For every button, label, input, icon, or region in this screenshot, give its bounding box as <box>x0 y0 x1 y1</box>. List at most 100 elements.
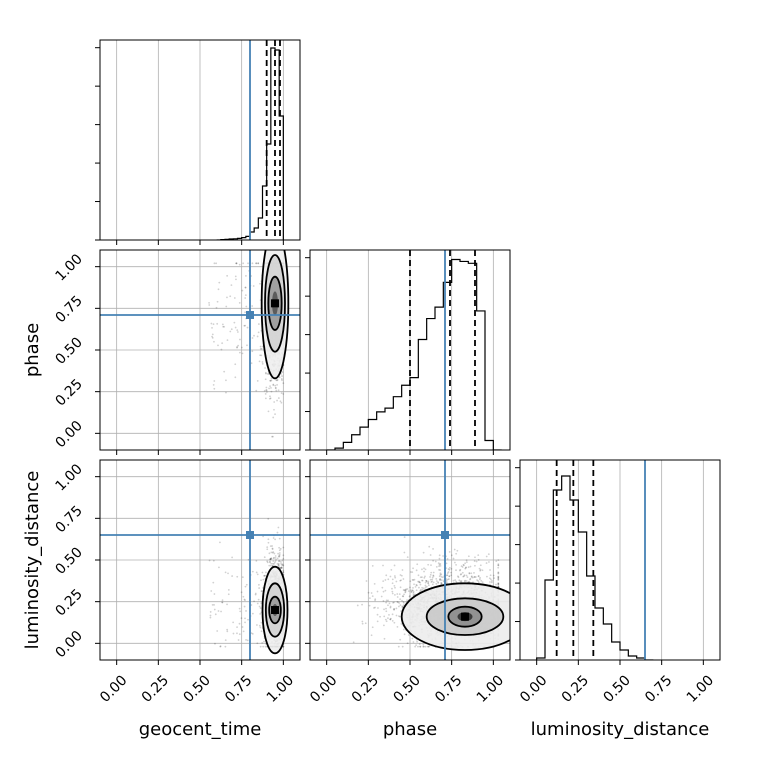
scatter-point <box>434 560 437 563</box>
scatter-point <box>460 565 463 568</box>
scatter-point <box>403 589 406 592</box>
scatter-point <box>259 348 262 350</box>
scatter-point <box>259 626 262 629</box>
panel-content <box>208 250 290 438</box>
scatter-point <box>235 262 238 265</box>
scatter-point <box>271 435 273 438</box>
scatter-point <box>403 601 405 604</box>
scatter-point <box>411 571 414 574</box>
scatter-point <box>241 626 244 628</box>
scatter-point <box>414 645 416 648</box>
scatter-point <box>462 575 465 578</box>
scatter-point <box>242 262 245 265</box>
scatter-point <box>213 603 215 606</box>
scatter-point <box>458 579 461 582</box>
scatter-point <box>251 612 254 615</box>
scatter-point <box>263 574 266 577</box>
x-tick-label: 0.75 <box>222 672 255 705</box>
scatter-point <box>418 586 420 589</box>
panels-layer: 0.00 0.25 0.50 0.75 1.000.000.250.500.751.00… <box>52 39 721 706</box>
scatter-point <box>489 581 491 583</box>
scatter-point <box>246 639 249 642</box>
scatter-point <box>407 590 410 593</box>
scatter-point <box>413 578 416 581</box>
scatter-point <box>368 597 371 600</box>
scatter-point <box>454 561 456 564</box>
scatter-point <box>391 578 394 581</box>
axis-labels-layer: geocent_time phase luminosity_distance p… <box>22 323 709 740</box>
scatter-point <box>424 575 426 578</box>
scatter-point <box>243 598 246 601</box>
scatter-point <box>478 578 481 581</box>
scatter-point <box>220 348 223 351</box>
scatter-point <box>271 551 274 554</box>
scatter-point <box>425 579 427 582</box>
scatter-point <box>431 576 434 579</box>
scatter-point <box>261 590 264 592</box>
scatter-point <box>497 585 500 588</box>
y-tick-label: 0.75 <box>52 503 85 536</box>
scatter-point <box>272 557 275 560</box>
scatter-point <box>270 557 272 560</box>
scatter-point <box>221 601 224 604</box>
scatter-point <box>425 585 428 588</box>
x-tick-label: 1.00 <box>474 672 507 705</box>
scatter-point <box>226 603 228 606</box>
scatter-point <box>486 575 488 578</box>
scatter-point <box>231 556 234 559</box>
scatter-point <box>440 582 443 585</box>
scatter-point <box>233 297 236 299</box>
scatter-panel-phase-vs-geocent-time: 0.00 0.25 0.50 0.75 1.00 <box>52 249 301 455</box>
scatter-point <box>370 592 373 594</box>
scatter-point <box>417 574 420 577</box>
scatter-point <box>437 582 440 584</box>
scatter-point <box>229 295 232 298</box>
scatter-point <box>241 289 244 292</box>
scatter-point <box>438 557 441 560</box>
x-tick-label: 0.50 <box>600 672 633 705</box>
scatter-point <box>217 610 220 612</box>
scatter-point <box>266 546 269 549</box>
scatter-point <box>282 546 285 549</box>
scatter-point <box>421 586 424 589</box>
scatter-point <box>423 645 425 648</box>
scatter-point <box>269 379 272 382</box>
scatter-point <box>213 262 216 265</box>
scatter-point <box>277 564 280 566</box>
scatter-point <box>278 376 281 379</box>
scatter-panel-luminosity-distance-vs-phase: 0.00 0.25 0.50 0.75 1.00 <box>305 459 511 706</box>
scatter-point <box>260 621 263 624</box>
scatter-point <box>383 624 385 627</box>
scatter-point <box>241 576 244 579</box>
histogram-panel-geocent-time <box>95 39 301 245</box>
scatter-point <box>213 387 216 390</box>
scatter-point <box>399 579 402 582</box>
scatter-point <box>428 645 431 648</box>
scatter-point <box>279 400 282 403</box>
scatter-point <box>225 305 228 308</box>
scatter-point <box>257 323 260 325</box>
scatter-point <box>259 354 261 357</box>
scatter-point <box>409 571 412 573</box>
scatter-point <box>259 282 261 285</box>
scatter-point <box>213 340 215 343</box>
scatter-point <box>282 571 285 574</box>
x-tick-label: 0.75 <box>642 672 675 705</box>
scatter-point <box>213 593 216 595</box>
scatter-point <box>274 387 277 390</box>
scatter-point <box>260 347 263 350</box>
scatter-point <box>279 566 282 569</box>
scatter-point <box>438 575 441 578</box>
scatter-point <box>282 645 285 648</box>
scatter-point <box>280 392 283 395</box>
scatter-point <box>400 574 403 577</box>
scatter-point <box>382 590 385 593</box>
scatter-point <box>425 580 428 583</box>
scatter-point <box>268 387 271 390</box>
scatter-point <box>373 607 375 609</box>
scatter-point <box>260 630 263 633</box>
scatter-point <box>417 645 419 648</box>
scatter-point <box>463 580 466 583</box>
scatter-point <box>405 588 408 591</box>
scatter-point <box>276 563 279 565</box>
